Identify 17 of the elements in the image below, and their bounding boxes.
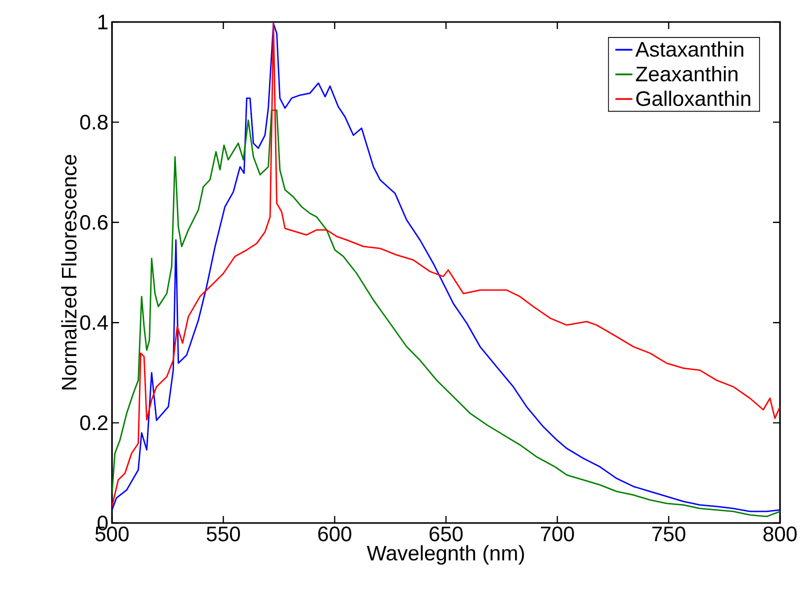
line-series: [112, 109, 780, 518]
y-tick-label: 1: [98, 14, 108, 30]
y-tick-label: 0.4: [80, 315, 108, 330]
legend-label: Zeaxanthin: [636, 66, 738, 82]
x-tick-label: 650: [430, 526, 463, 542]
x-tick-label: 600: [318, 526, 352, 542]
y-tick-label: 0.2: [80, 415, 108, 430]
legend-label: Astaxanthin: [635, 41, 744, 57]
x-tick-label: 700: [540, 526, 574, 542]
legend-label: Galloxanthin: [636, 90, 750, 106]
x-tick-label: 550: [206, 526, 240, 542]
x-tick-label: 800: [763, 526, 797, 542]
y-tick-label: 0.6: [80, 214, 108, 230]
y-axis-title: Normalized Fluorescence: [61, 154, 77, 390]
y-tick-label: 0.8: [80, 114, 108, 130]
x-tick-label: 750: [652, 526, 686, 542]
x-axis-title: Wavelegnth (nm): [366, 545, 524, 565]
